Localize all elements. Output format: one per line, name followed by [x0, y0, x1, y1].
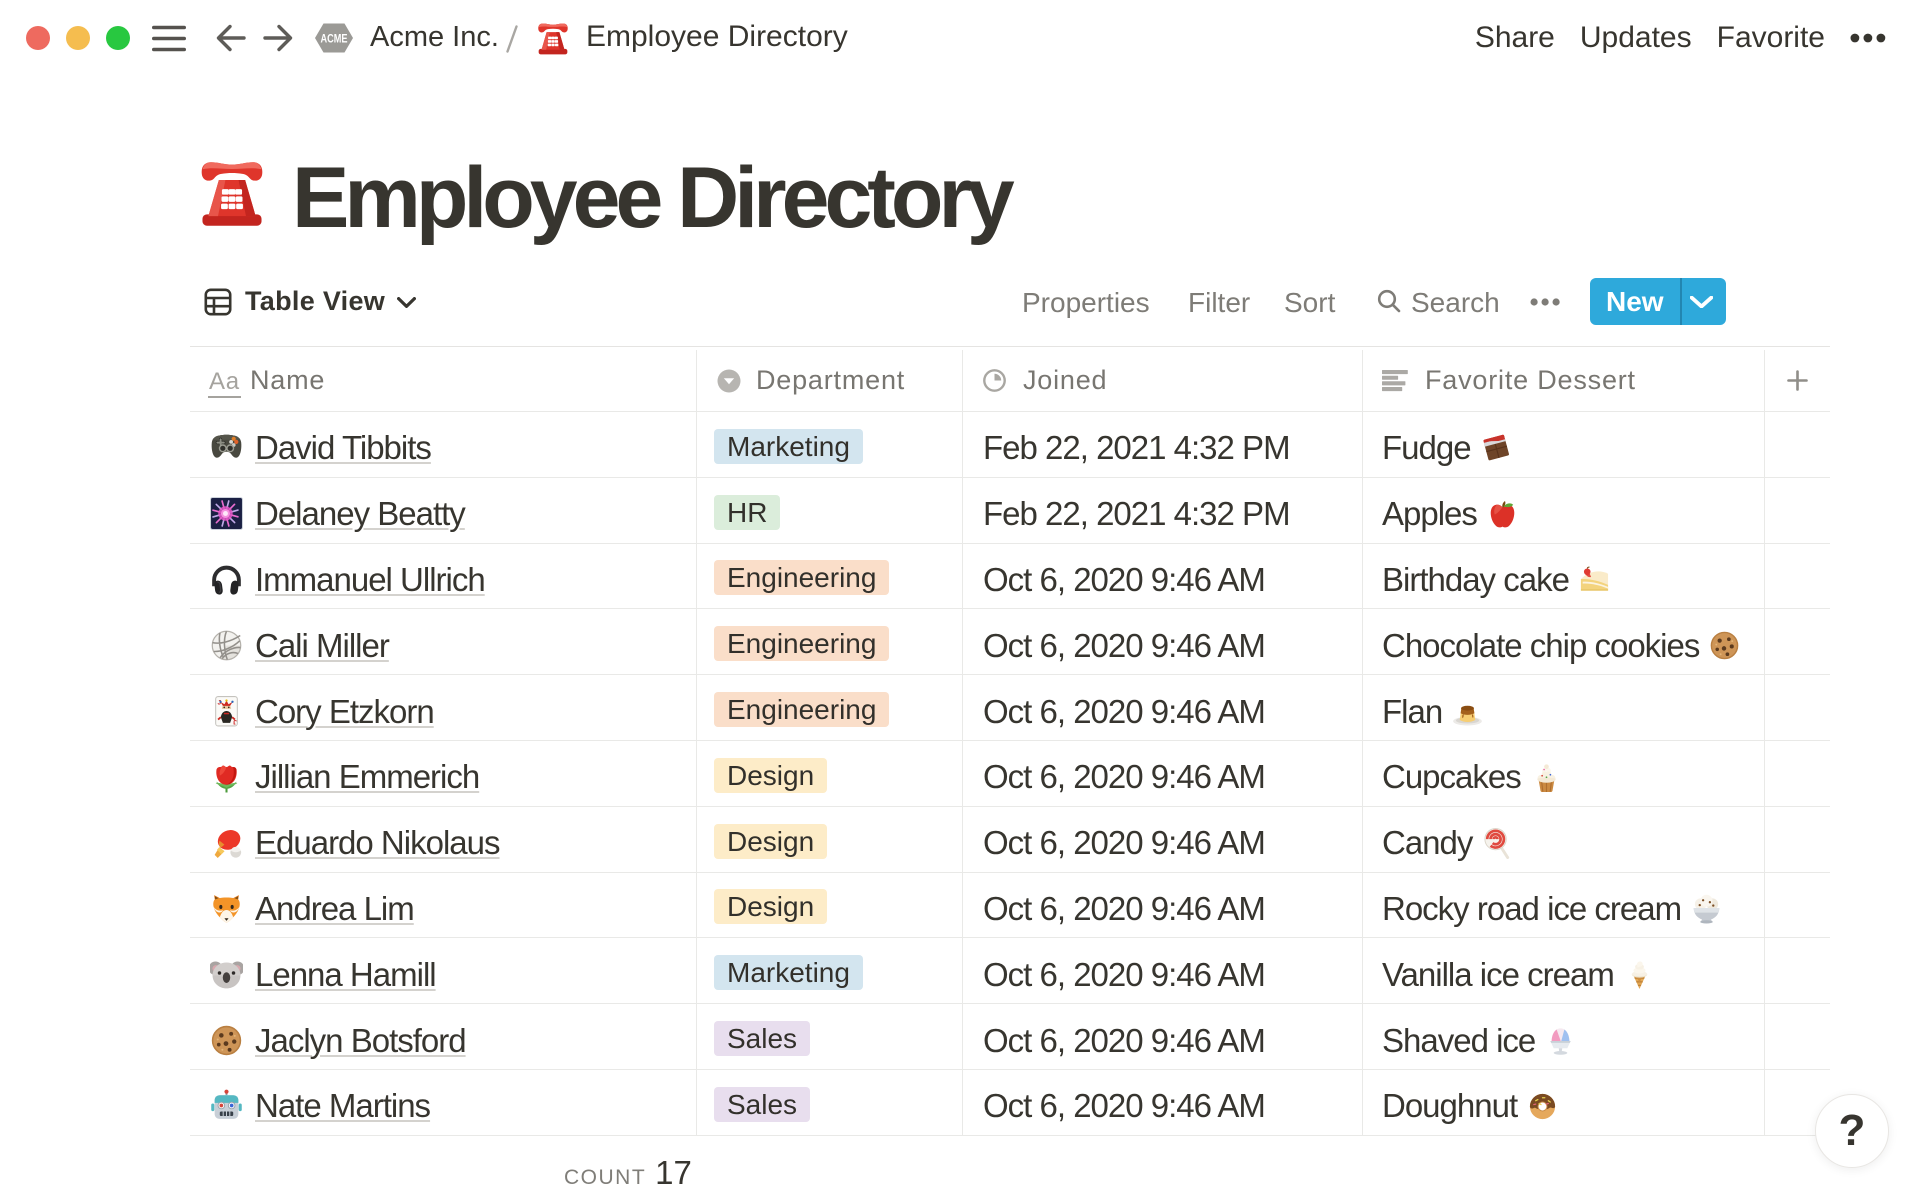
svg-text:J: J	[233, 718, 237, 725]
svg-text:ACME: ACME	[321, 34, 348, 46]
